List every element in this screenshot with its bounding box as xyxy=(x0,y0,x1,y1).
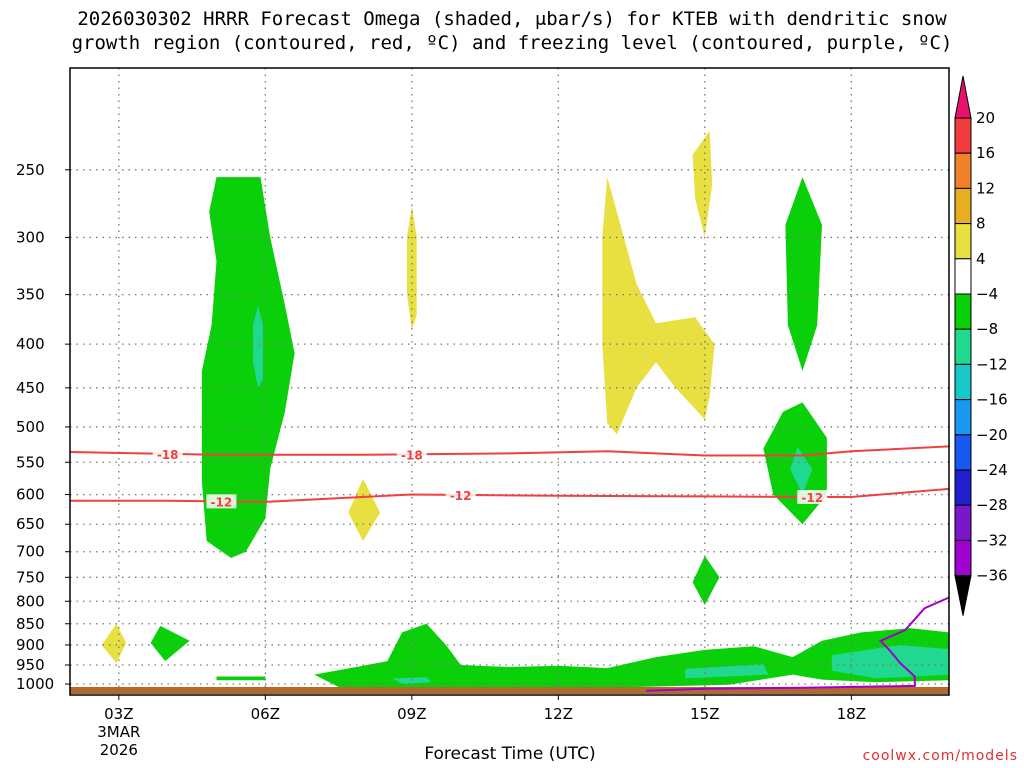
x-tick-label: 06Z xyxy=(251,705,280,723)
colorbar-band xyxy=(954,504,972,541)
y-tick-label: 800 xyxy=(16,592,45,610)
site-credit: coolwx.com/models xyxy=(862,748,1018,764)
region-green-05z-small xyxy=(216,676,266,681)
colorbar-band xyxy=(954,187,972,225)
colorbar-label: −20 xyxy=(976,426,1008,444)
colorbar-band xyxy=(954,293,972,330)
colorbar: 20 16 12 8 4 −4 −8 −12 −16 −20 −24 −28 −32 −36 xyxy=(954,75,1008,616)
colorbar-label: −4 xyxy=(976,285,998,303)
colorbar-band xyxy=(954,399,972,436)
colorbar-label: 20 xyxy=(976,109,995,127)
y-tick-label: 750 xyxy=(16,568,45,586)
contour-label-bg xyxy=(152,446,183,461)
colorbar-label: −28 xyxy=(976,496,1008,514)
y-tick-label: 950 xyxy=(16,656,45,674)
colorbar-label: 4 xyxy=(976,250,986,268)
y-tick-label: 1000 xyxy=(16,675,54,693)
colorbar-top-triangle xyxy=(954,75,972,119)
y-tick-label: 550 xyxy=(16,453,45,471)
colorbar-band xyxy=(954,258,972,295)
colorbar-label: −8 xyxy=(976,320,998,338)
x-tick-label: 18Z xyxy=(837,705,866,723)
y-axis-ticks: 250 300 350 400 450 500 550 600 650 700 750 800 850 9… xyxy=(16,161,70,693)
region-teal-17z-lower xyxy=(790,447,813,495)
contour-dgz-lower xyxy=(70,487,950,503)
y-tick-label: 700 xyxy=(16,543,45,561)
contour-dgz-upper xyxy=(69,445,950,457)
x-date-label: 2026 xyxy=(100,741,138,759)
y-tick-label: 500 xyxy=(16,418,45,436)
colorbar-label: −36 xyxy=(976,567,1008,585)
x-axis-label: Forecast Time (UTC) xyxy=(424,744,596,764)
y-tick-label: 350 xyxy=(16,286,45,304)
y-tick-label: 450 xyxy=(16,379,45,397)
colorbar-label: 12 xyxy=(976,179,995,197)
colorbar-label: 8 xyxy=(976,215,986,233)
colorbar-band xyxy=(954,363,972,401)
contour-label-bg xyxy=(445,487,476,502)
colorbar-band xyxy=(954,152,972,189)
contour-lines: -18 -18 -12 -12 -12 xyxy=(69,445,950,692)
plot-border xyxy=(69,67,950,696)
region-teal-19z-low xyxy=(831,645,949,679)
y-tick-label: 900 xyxy=(16,636,45,654)
colorbar-label: −24 xyxy=(976,461,1008,479)
x-date-label: 3MAR xyxy=(97,723,140,741)
colorbar-label: 16 xyxy=(976,144,995,162)
region-green-17z-upper xyxy=(785,177,822,371)
colorbar-band xyxy=(954,117,972,154)
colorbar-label: −32 xyxy=(976,531,1008,549)
colorbar-band xyxy=(954,328,972,365)
ground-bar xyxy=(70,687,949,694)
plot-area xyxy=(70,68,949,695)
colorbar-label: −16 xyxy=(976,391,1008,409)
colorbar-band xyxy=(954,539,972,577)
region-green-04z-low xyxy=(150,625,190,662)
contour-label: -18 xyxy=(401,448,423,462)
contour-label-bg xyxy=(206,494,237,509)
x-tick-label: 12Z xyxy=(544,705,573,723)
colorbar-bottom-triangle xyxy=(954,575,972,616)
grid-lines xyxy=(70,68,949,695)
region-yellow-13z-block xyxy=(602,177,715,435)
contour-freezing-level xyxy=(646,596,950,692)
colorbar-band xyxy=(954,434,972,471)
region-yellow-15z-top xyxy=(692,130,713,238)
region-green-low-band xyxy=(314,623,949,690)
contour-label-bg xyxy=(396,447,427,462)
contour-label: -12 xyxy=(450,489,472,503)
contour-label-bg xyxy=(797,490,828,505)
colorbar-label: −12 xyxy=(976,355,1008,373)
y-tick-label: 600 xyxy=(16,486,45,504)
region-teal-col-06z xyxy=(253,305,263,388)
contour-label: -18 xyxy=(157,448,179,462)
y-tick-label: 300 xyxy=(16,228,45,246)
y-tick-label: 250 xyxy=(16,161,45,179)
contour-label: -12 xyxy=(211,495,233,509)
shaded-regions xyxy=(101,130,949,690)
region-green-15z-mid xyxy=(692,555,720,605)
region-teal-15z-low xyxy=(685,664,769,679)
x-tick-label: 03Z xyxy=(104,705,133,723)
y-tick-label: 850 xyxy=(16,615,45,633)
region-yellow-03z-low xyxy=(101,623,127,664)
x-tick-label: 09Z xyxy=(397,705,426,723)
region-green-col-06z xyxy=(201,177,295,558)
chart-title-line-1: 2026030302 HRRR Forecast Omega (shaded, … xyxy=(77,8,947,30)
colorbar-band xyxy=(954,223,972,260)
contour-label: -12 xyxy=(801,491,823,505)
colorbar-band xyxy=(954,469,972,506)
chart-title-line-2: growth region (contoured, red, ºC) and f… xyxy=(71,32,953,54)
region-teal-09z-low xyxy=(392,677,432,684)
y-tick-label: 400 xyxy=(16,335,45,353)
x-tick-label: 15Z xyxy=(690,705,719,723)
region-yellow-09z-upper xyxy=(407,205,417,330)
y-tick-label: 650 xyxy=(16,515,45,533)
